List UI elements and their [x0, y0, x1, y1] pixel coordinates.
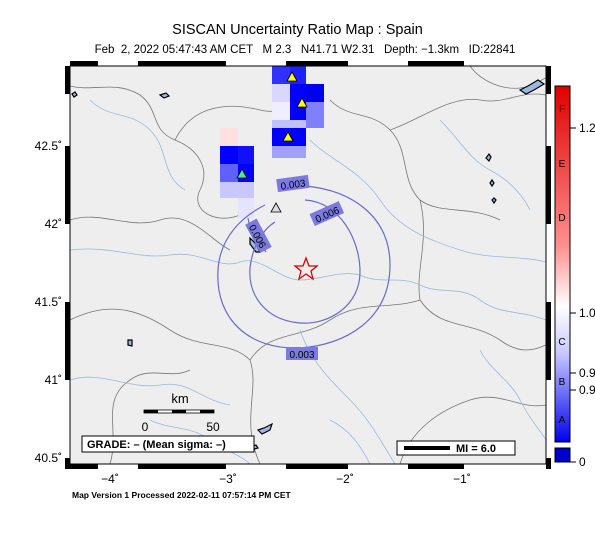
province-borders — [70, 66, 546, 464]
colorbar-value: 0.9 — [579, 366, 595, 380]
station-triangle-icon — [282, 131, 294, 142]
rivers — [70, 99, 546, 464]
colorbar-value: 1.0 — [579, 306, 595, 320]
scale-bar: km 0 50 — [142, 391, 220, 434]
epicenter-star-icon — [293, 256, 319, 281]
mi-legend-text: MI = 6.0 — [456, 443, 496, 455]
scale-unit: km — [171, 391, 188, 406]
contour-label: 0.003 — [280, 178, 307, 192]
lat-tick-label: 42.5˚ — [35, 139, 62, 153]
mi-legend: MI = 6.0 — [396, 440, 516, 456]
station-triangle-icon — [286, 71, 298, 82]
lon-tick-label: −1˚ — [453, 472, 471, 486]
latitude-ticks: 42.5˚ 42˚ 41.5˚ 41˚ 40.5˚ — [35, 139, 62, 465]
lon-tick-label: −4˚ — [101, 472, 119, 486]
grade-text: GRADE: – (Mean sigma: –) — [87, 439, 226, 451]
grade-box: GRADE: – (Mean sigma: –) — [81, 435, 255, 453]
station-triangle-icon — [236, 168, 248, 179]
scale-start: 0 — [142, 420, 149, 434]
station-triangle-icon — [270, 202, 282, 213]
colorbar-value: 0.9 — [579, 383, 595, 397]
lat-tick-label: 42˚ — [45, 217, 62, 231]
contour-label: 0.003 — [289, 350, 314, 361]
colorbar: F E D C B A 1.2 1.0 0.9 0.9 0 — [554, 85, 595, 469]
colorbar-grade: D — [558, 213, 565, 224]
lat-tick-label: 41˚ — [45, 373, 62, 387]
colorbar-grade: E — [559, 159, 566, 170]
colorbar-grade: B — [559, 377, 566, 388]
map-frame — [65, 61, 551, 469]
contour-labels: 0.003 0.006 0.003 0.006 — [245, 174, 345, 361]
colorbar-value: 1.2 — [579, 121, 595, 135]
scale-end: 50 — [206, 420, 220, 434]
lat-tick-label: 40.5˚ — [35, 451, 62, 465]
lon-tick-label: −3˚ — [219, 472, 237, 486]
longitude-ticks: −4˚ −3˚ −2˚ −1˚ — [101, 472, 471, 486]
lon-tick-label: −2˚ — [336, 472, 354, 486]
colorbar-nodata — [554, 447, 571, 463]
colorbar-value: 0 — [579, 455, 586, 469]
station-triangle-icon — [296, 97, 308, 108]
map-title: SISCAN Uncertainty Ratio Map : Spain — [172, 22, 423, 38]
station-markers — [236, 71, 308, 213]
event-subtitle: Feb 2, 2022 05:47:43 AM CET M 2.3 N41.71… — [94, 44, 516, 56]
processing-footer: Map Version 1 Processed 2022-02-11 07:57… — [72, 490, 291, 500]
colorbar-grade: C — [558, 337, 565, 348]
lat-tick-label: 41.5˚ — [35, 295, 62, 309]
colorbar-grade: F — [559, 104, 565, 115]
reservoirs — [71, 79, 546, 450]
colorbar-grade: A — [559, 415, 566, 426]
